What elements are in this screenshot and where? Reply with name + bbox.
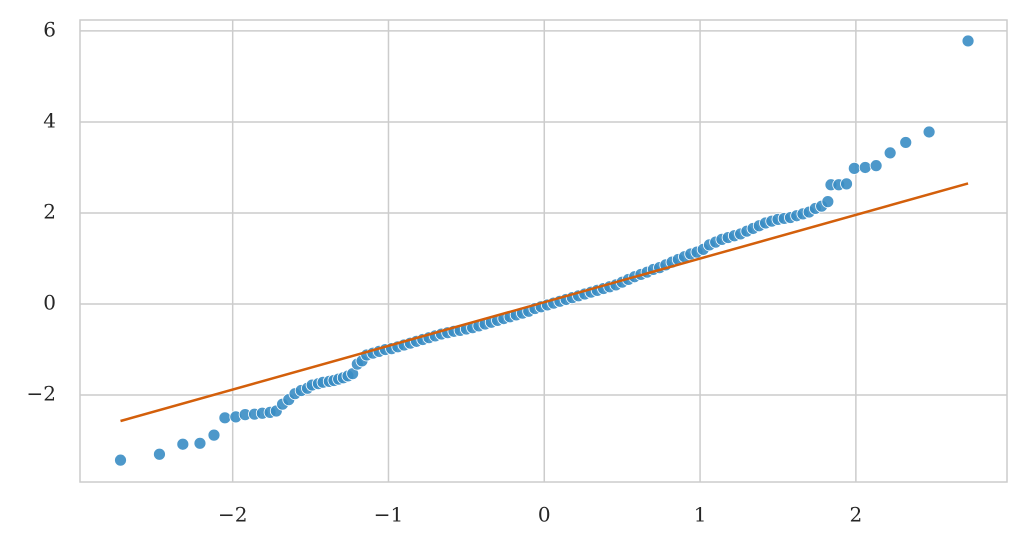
- y-tick-label: 6: [43, 17, 56, 41]
- y-tick-label: −2: [27, 382, 56, 406]
- point: [114, 453, 127, 467]
- point: [858, 161, 872, 174]
- point: [840, 177, 853, 191]
- point: [218, 411, 232, 425]
- y-tick-label: 0: [43, 291, 56, 315]
- point: [207, 428, 221, 442]
- point: [821, 195, 835, 209]
- point: [869, 159, 883, 173]
- point: [847, 161, 861, 175]
- point: [961, 34, 975, 48]
- x-tick-label: 1: [694, 503, 707, 527]
- y-tick-label: 2: [43, 199, 56, 223]
- point: [922, 125, 936, 139]
- x-tick-label: −2: [218, 503, 247, 527]
- point: [176, 437, 190, 451]
- plot-area: [79, 19, 1008, 483]
- x-tick-label: 0: [538, 503, 551, 527]
- point: [193, 436, 207, 450]
- point: [883, 146, 897, 160]
- reference-line: [120, 182, 969, 423]
- y-tick-label: 4: [43, 108, 56, 132]
- point: [153, 447, 166, 461]
- x-tick-label: 2: [850, 503, 863, 527]
- point: [899, 136, 913, 149]
- x-tick-label: −1: [374, 503, 403, 527]
